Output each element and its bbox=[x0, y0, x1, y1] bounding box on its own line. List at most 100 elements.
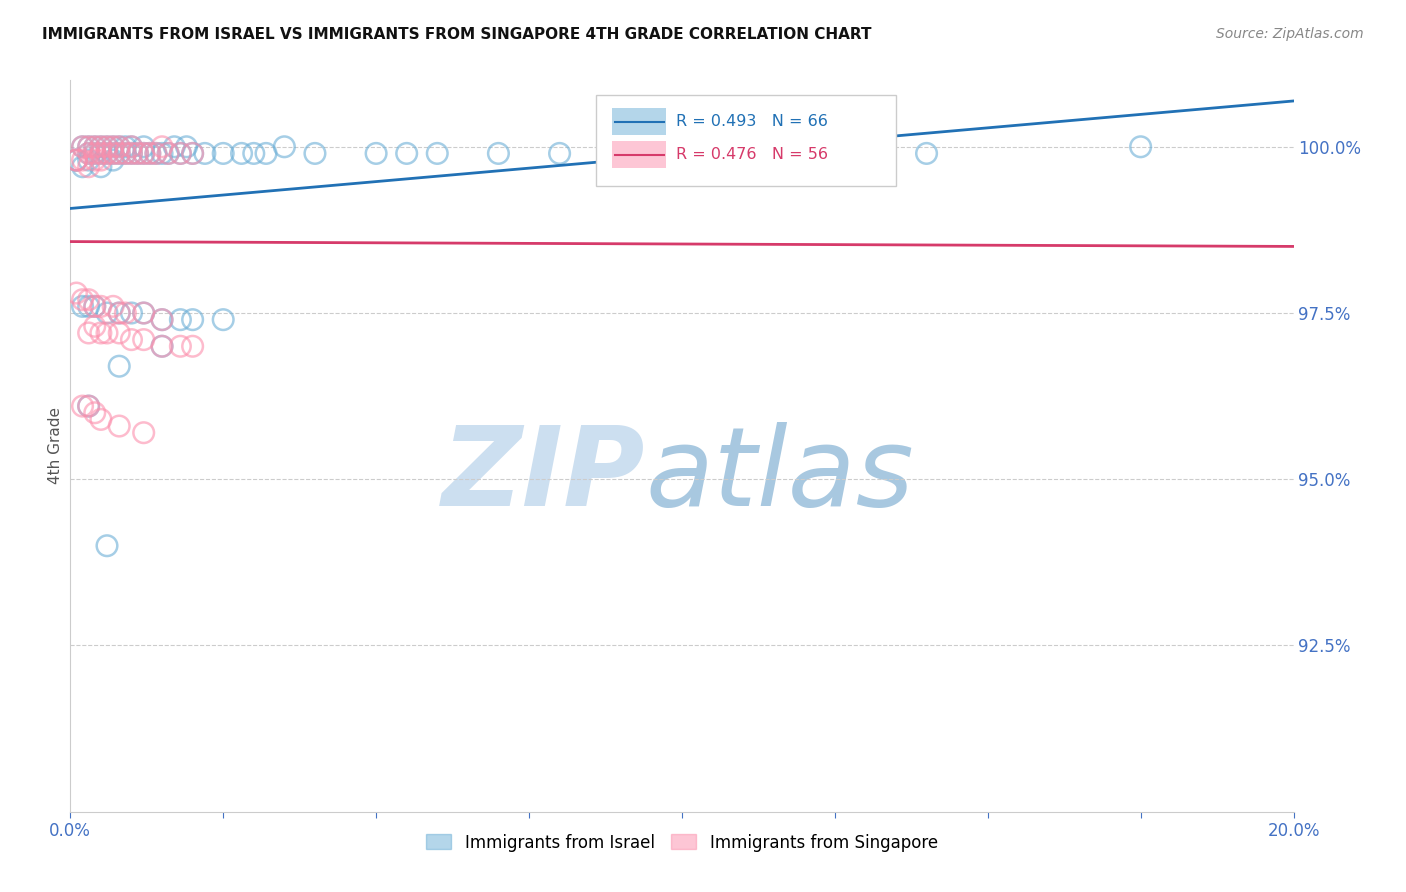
Point bbox=[72, 293, 94, 307]
Point bbox=[65, 153, 87, 167]
Point bbox=[169, 146, 191, 161]
Point bbox=[65, 153, 87, 167]
Point bbox=[610, 146, 633, 161]
Point bbox=[548, 146, 571, 161]
Point bbox=[150, 146, 173, 161]
Text: IMMIGRANTS FROM ISRAEL VS IMMIGRANTS FROM SINGAPORE 4TH GRADE CORRELATION CHART: IMMIGRANTS FROM ISRAEL VS IMMIGRANTS FRO… bbox=[42, 27, 872, 42]
Point bbox=[121, 146, 143, 161]
Point bbox=[132, 333, 155, 347]
Point bbox=[127, 146, 149, 161]
Point bbox=[395, 146, 418, 161]
Point bbox=[77, 399, 100, 413]
Point bbox=[72, 153, 94, 167]
Point bbox=[145, 146, 167, 161]
Point bbox=[65, 286, 87, 301]
Point bbox=[145, 146, 167, 161]
Point bbox=[150, 312, 173, 326]
Point bbox=[304, 146, 326, 161]
Point bbox=[90, 153, 112, 167]
Point bbox=[181, 312, 204, 326]
Point bbox=[181, 146, 204, 161]
Point bbox=[83, 299, 105, 313]
Point bbox=[65, 153, 87, 167]
Point bbox=[121, 140, 143, 154]
Point bbox=[243, 146, 266, 161]
FancyBboxPatch shape bbox=[596, 95, 896, 186]
Point bbox=[90, 299, 112, 313]
Point bbox=[90, 140, 112, 154]
Point bbox=[139, 146, 162, 161]
Point bbox=[108, 306, 131, 320]
Point bbox=[671, 146, 693, 161]
Point bbox=[181, 339, 204, 353]
Point bbox=[426, 146, 449, 161]
Point bbox=[108, 326, 131, 340]
Point bbox=[90, 146, 112, 161]
Text: ZIP: ZIP bbox=[441, 422, 645, 529]
Point bbox=[157, 146, 180, 161]
Point bbox=[72, 140, 94, 154]
Point bbox=[77, 140, 100, 154]
Point bbox=[150, 140, 173, 154]
Point bbox=[83, 140, 105, 154]
Point bbox=[254, 146, 277, 161]
Point bbox=[108, 140, 131, 154]
Point bbox=[150, 339, 173, 353]
Point bbox=[83, 146, 105, 161]
Point bbox=[96, 539, 118, 553]
Point bbox=[132, 306, 155, 320]
Point bbox=[169, 146, 191, 161]
Point bbox=[1129, 140, 1152, 154]
Point bbox=[83, 140, 105, 154]
Point bbox=[77, 160, 100, 174]
Point bbox=[77, 399, 100, 413]
Point bbox=[72, 299, 94, 313]
Point bbox=[101, 146, 124, 161]
Y-axis label: 4th Grade: 4th Grade bbox=[48, 408, 63, 484]
Point bbox=[121, 140, 143, 154]
Point bbox=[77, 153, 100, 167]
Point bbox=[114, 146, 136, 161]
Point bbox=[101, 299, 124, 313]
Point bbox=[121, 306, 143, 320]
Point bbox=[132, 140, 155, 154]
Point bbox=[108, 419, 131, 434]
Point bbox=[793, 146, 815, 161]
Point bbox=[181, 146, 204, 161]
Point bbox=[77, 326, 100, 340]
Point bbox=[150, 312, 173, 326]
Point bbox=[132, 306, 155, 320]
Point bbox=[150, 339, 173, 353]
Point bbox=[121, 146, 143, 161]
Point bbox=[83, 146, 105, 161]
Point bbox=[488, 146, 510, 161]
Point bbox=[127, 146, 149, 161]
Point bbox=[90, 326, 112, 340]
Point bbox=[108, 140, 131, 154]
Point bbox=[163, 140, 186, 154]
Point bbox=[72, 160, 94, 174]
Point bbox=[77, 299, 100, 313]
Point bbox=[273, 140, 295, 154]
Point bbox=[169, 339, 191, 353]
Point bbox=[101, 140, 124, 154]
Point bbox=[132, 146, 155, 161]
Point bbox=[101, 140, 124, 154]
Point bbox=[114, 146, 136, 161]
Point bbox=[83, 319, 105, 334]
Point bbox=[108, 146, 131, 161]
Text: Source: ZipAtlas.com: Source: ZipAtlas.com bbox=[1216, 27, 1364, 41]
Point bbox=[114, 140, 136, 154]
FancyBboxPatch shape bbox=[612, 141, 666, 168]
Point bbox=[121, 333, 143, 347]
Point bbox=[108, 359, 131, 374]
Point bbox=[90, 160, 112, 174]
Point bbox=[96, 140, 118, 154]
Text: atlas: atlas bbox=[645, 422, 914, 529]
Point bbox=[90, 146, 112, 161]
Point bbox=[231, 146, 253, 161]
Point bbox=[114, 306, 136, 320]
Point bbox=[96, 146, 118, 161]
Point bbox=[132, 146, 155, 161]
FancyBboxPatch shape bbox=[612, 108, 666, 136]
